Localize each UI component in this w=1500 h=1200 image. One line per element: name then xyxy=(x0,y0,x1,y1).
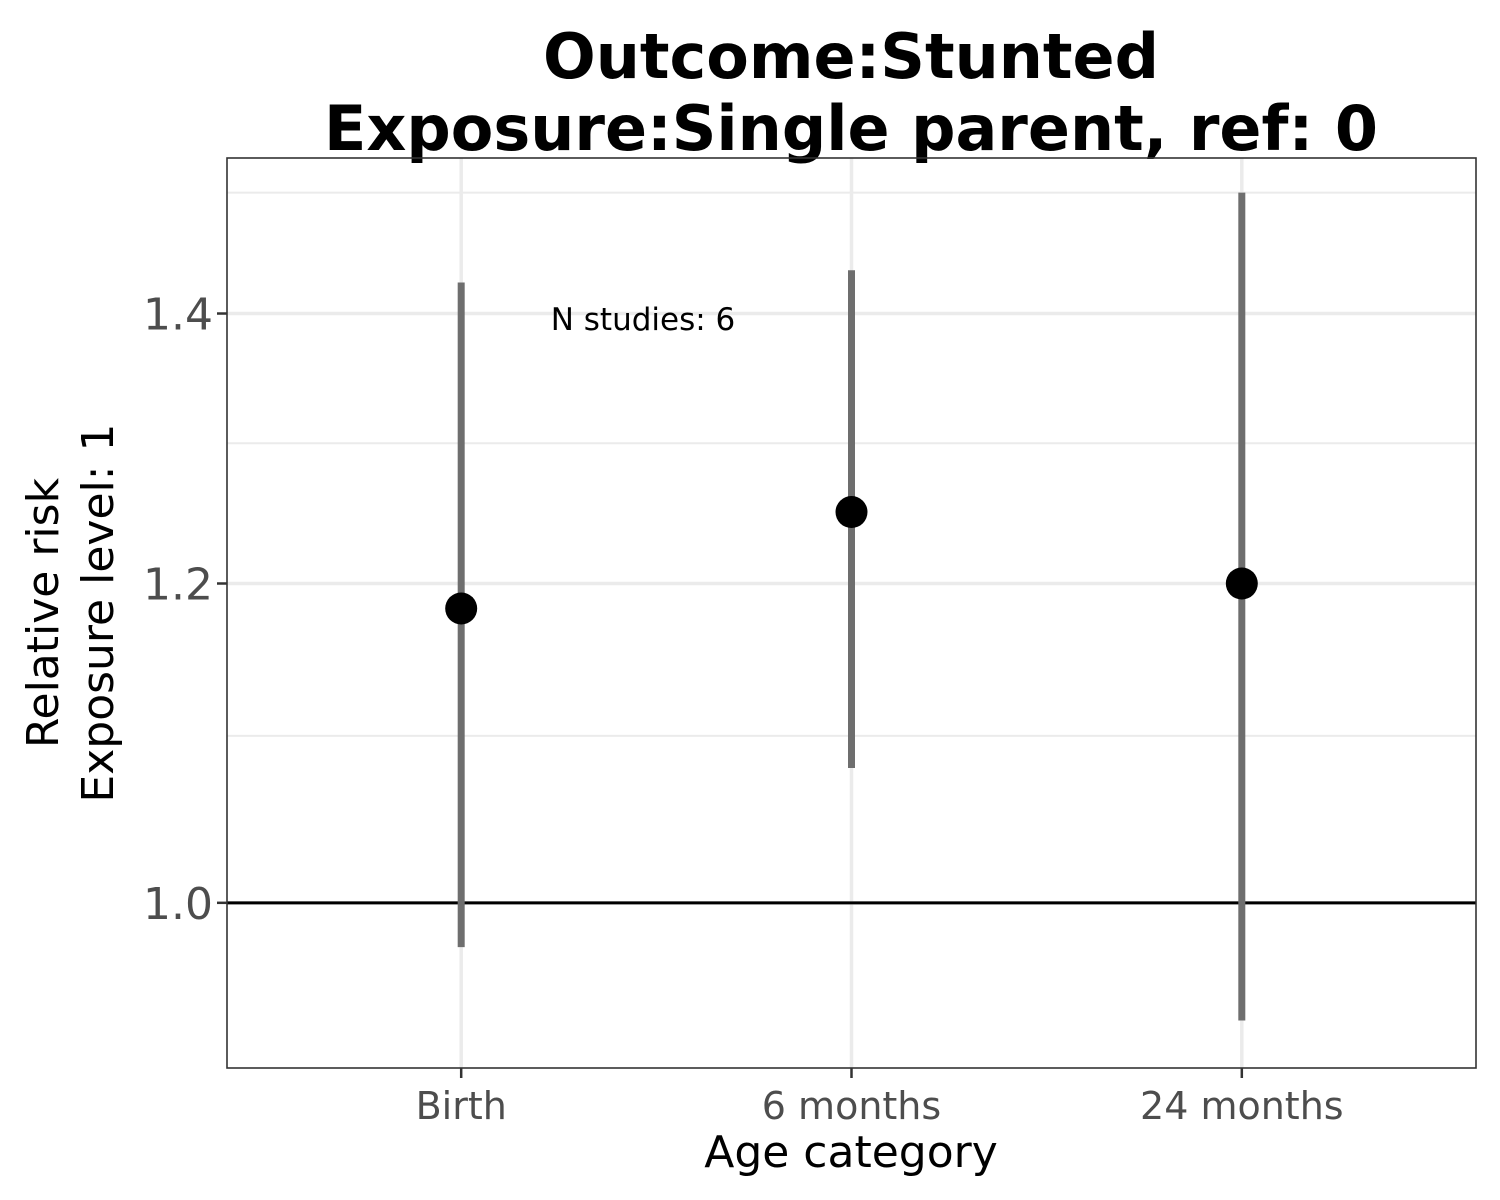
point-0 xyxy=(445,592,478,625)
x-tick-label-2: 24 months xyxy=(1140,1084,1344,1128)
y-axis: 1.0 1.2 1.4 xyxy=(143,290,227,930)
point-1 xyxy=(835,496,868,529)
y-axis-title-line-1: Relative risk xyxy=(18,477,69,748)
points xyxy=(445,496,1258,625)
y-tick-label-0: 1.0 xyxy=(143,879,213,930)
chart-title-line-1: Outcome:Stunted xyxy=(543,20,1159,93)
x-tick-label-1: 6 months xyxy=(762,1084,941,1128)
y-tick-label-1: 1.2 xyxy=(143,560,213,611)
y-axis-title-line-2: Exposure level: 1 xyxy=(73,423,124,802)
y-tick-label-2: 1.4 xyxy=(143,290,213,341)
x-tick-label-0: Birth xyxy=(416,1084,507,1128)
point-2 xyxy=(1225,567,1258,600)
x-axis-title: Age category xyxy=(704,1127,998,1178)
chart-title-line-2: Exposure:Single parent, ref: 0 xyxy=(324,92,1378,165)
n-studies-annotation: N studies: 6 xyxy=(551,302,736,338)
x-axis: Birth 6 months 24 months xyxy=(416,1068,1344,1128)
